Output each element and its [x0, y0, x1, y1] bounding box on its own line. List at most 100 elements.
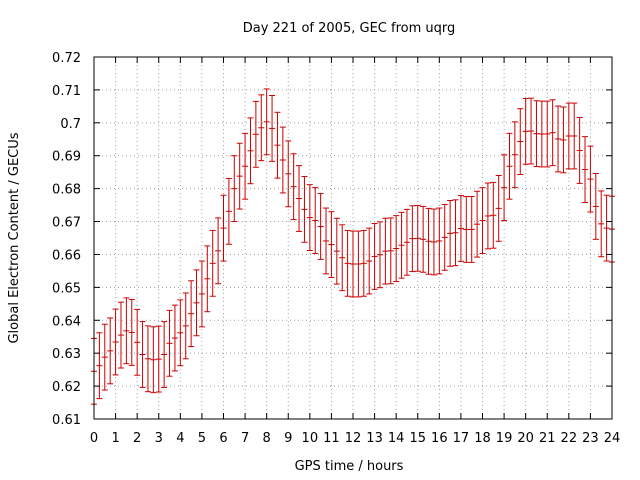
error-bar-point — [501, 154, 508, 222]
error-bar-point — [101, 323, 108, 391]
error-bar-point — [139, 321, 146, 388]
error-bar-point — [274, 111, 281, 179]
error-bar-point — [198, 260, 205, 328]
x-tick-label: 20 — [517, 431, 534, 446]
error-bar-point — [215, 217, 222, 285]
error-bar-point — [603, 194, 610, 262]
error-bar-point — [409, 205, 416, 273]
y-tick-label: 0.63 — [52, 347, 81, 362]
error-bar-point — [107, 317, 114, 385]
x-tick-label: 3 — [155, 431, 163, 446]
error-bar-point — [220, 194, 227, 262]
x-axis-label: GPS time / hours — [295, 459, 404, 474]
error-bar-point — [376, 221, 383, 289]
error-bar-point — [258, 94, 265, 162]
error-bar-point — [436, 207, 443, 275]
y-tick-label: 0.61 — [52, 413, 81, 428]
x-tick-label: 14 — [388, 431, 405, 446]
error-bar-point — [128, 299, 135, 366]
error-bar-point — [398, 211, 405, 279]
error-bar-point — [484, 182, 491, 250]
error-bar-point — [447, 199, 454, 267]
error-bar-point — [225, 177, 232, 245]
error-bar-point — [279, 126, 286, 194]
x-tick-label: 13 — [366, 431, 383, 446]
error-bar-point — [155, 325, 162, 393]
error-bar-point — [441, 203, 448, 271]
error-bar-point — [301, 175, 308, 243]
error-bar-point — [533, 100, 540, 168]
error-bar-point — [344, 229, 351, 297]
error-bar-point — [479, 187, 486, 254]
y-tick-label: 0.62 — [52, 380, 81, 395]
error-bar-point — [592, 172, 599, 240]
error-bar-point — [430, 208, 437, 276]
error-bar-point — [495, 174, 502, 242]
error-bar-point — [177, 299, 184, 367]
x-tick-label: 10 — [302, 431, 319, 446]
error-bar-point — [528, 97, 535, 165]
error-bar-point — [193, 269, 200, 337]
error-bar-point — [323, 207, 330, 275]
error-bar-point — [144, 325, 151, 393]
error-bar-point — [204, 245, 211, 313]
series-gec — [91, 88, 615, 405]
x-tick-label: 17 — [453, 431, 470, 446]
x-tick-label: 15 — [409, 431, 426, 446]
error-bar-point — [166, 309, 173, 377]
y-tick-label: 0.71 — [52, 84, 81, 99]
x-tick-label: 12 — [345, 431, 362, 446]
error-bar-point — [171, 304, 178, 372]
error-bar-point — [522, 97, 529, 165]
x-tick-label: 21 — [539, 431, 556, 446]
error-bar-point — [393, 215, 400, 282]
error-bar-point — [403, 208, 410, 276]
error-bar-point — [150, 326, 157, 394]
error-bar-point — [549, 99, 556, 167]
error-bar-point — [290, 153, 297, 221]
x-tick-label: 2 — [133, 431, 141, 446]
error-bar-point — [236, 142, 243, 210]
error-bar-point — [517, 108, 524, 175]
axis-ticks: 0 1 2 3 4 5 6 7 8 9 10 11 12 13 14 15 16 17 18 19 20 21 22 23 24… — [52, 51, 620, 446]
error-bar-point — [209, 229, 216, 297]
error-bar-point — [339, 224, 346, 292]
error-bar-point — [306, 184, 313, 252]
error-bar-point — [571, 102, 578, 170]
error-bar-point — [511, 121, 518, 189]
y-tick-label: 0.65 — [52, 281, 81, 296]
error-bar-point — [231, 155, 238, 223]
error-bar-point — [328, 211, 335, 278]
error-bar-point — [123, 297, 130, 365]
error-bar-point — [587, 145, 594, 213]
error-bar-point — [538, 100, 545, 168]
error-bar-point — [117, 301, 124, 369]
error-bar-point — [188, 280, 195, 348]
error-bar-point — [112, 308, 119, 376]
error-bar-point — [576, 117, 583, 184]
error-bar-point — [387, 217, 394, 285]
error-bar-point — [420, 205, 427, 273]
error-bar-point — [269, 95, 276, 162]
x-tick-label: 11 — [323, 431, 340, 446]
error-bar-point — [555, 105, 562, 173]
error-bar-point — [414, 204, 421, 272]
error-bar-point — [333, 217, 340, 285]
error-bar-point — [452, 199, 459, 267]
error-bar-point — [182, 292, 189, 360]
x-tick-label: 1 — [111, 431, 119, 446]
error-bar-point — [382, 217, 389, 285]
x-tick-label: 7 — [241, 431, 249, 446]
error-bar-point — [506, 132, 513, 200]
x-tick-label: 9 — [284, 431, 292, 446]
error-bar-point — [285, 140, 292, 208]
y-tick-label: 0.72 — [52, 51, 81, 66]
error-bar-point — [468, 196, 475, 263]
x-tick-label: 0 — [90, 431, 98, 446]
y-axis-label: Global Electron Content / GECUs — [7, 132, 22, 343]
error-bar-point — [296, 165, 303, 232]
error-bar-point — [565, 102, 572, 170]
error-bar-point — [425, 207, 432, 275]
error-bar-point — [247, 117, 254, 185]
x-tick-label: 8 — [263, 431, 271, 446]
